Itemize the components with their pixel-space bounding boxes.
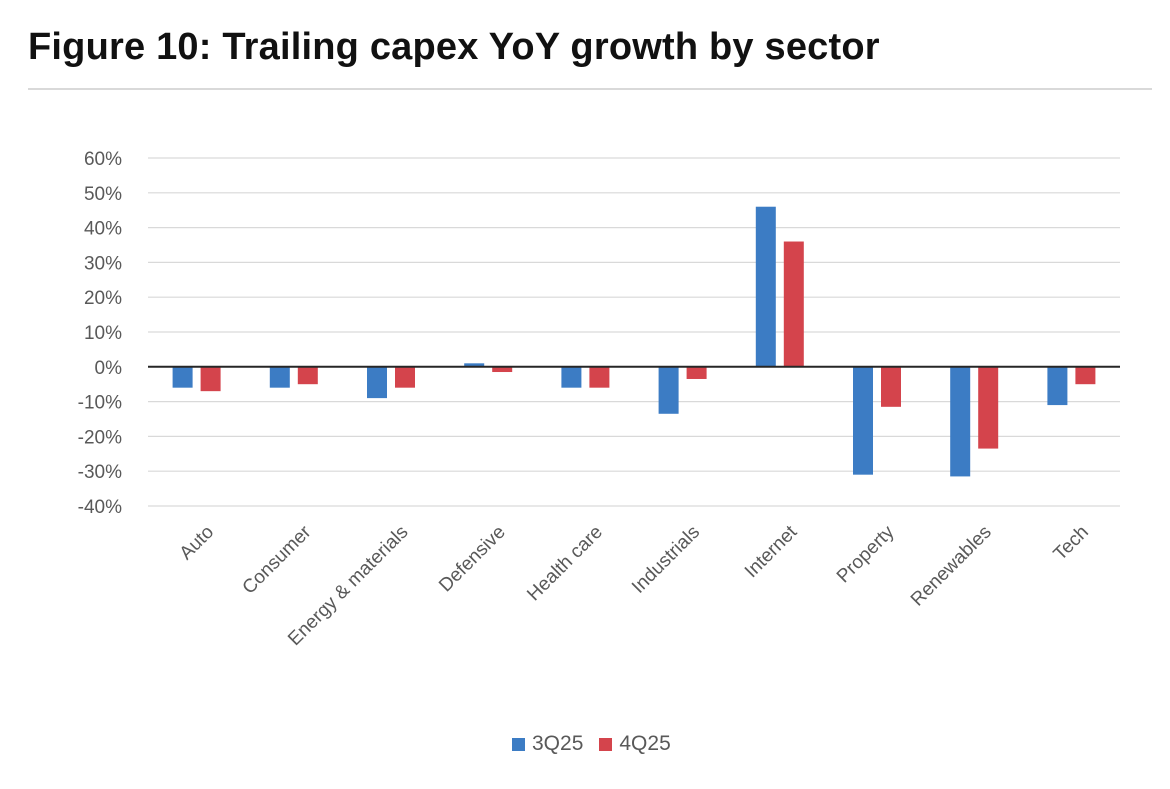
bar-3q25-tech[interactable]: [1047, 366, 1068, 406]
legend-item-4q25[interactable]: 4Q25: [599, 732, 671, 756]
legend-swatch-4q25: [599, 737, 613, 751]
bar-4q25-consumer[interactable]: [297, 366, 318, 385]
y-tick-label: -40%: [78, 497, 122, 518]
y-tick-label: 60%: [84, 149, 122, 170]
legend-swatch-3q25: [512, 737, 525, 751]
x-tick-label: Renewables: [907, 522, 996, 611]
y-tick-label: -10%: [78, 393, 122, 414]
legend-label-3q25: 3Q25: [532, 732, 584, 755]
bar-3q25-industrials[interactable]: [658, 366, 679, 414]
legend: 3Q25 4Q25: [512, 732, 687, 756]
y-tick-label: 40%: [84, 219, 122, 240]
y-tick-label: 10%: [84, 323, 122, 344]
bar-3q25-auto[interactable]: [172, 366, 193, 388]
bar-3q25-renewables[interactable]: [950, 366, 971, 477]
gridlines: [148, 157, 1120, 507]
x-tick-label: Industrials: [628, 522, 704, 598]
x-tick-label: Health care: [523, 522, 607, 606]
bar-4q25-health-care[interactable]: [589, 366, 610, 388]
bar-3q25-health-care[interactable]: [561, 366, 582, 388]
figure-title: Figure 10: Trailing capex YoY growth by …: [28, 26, 880, 68]
bar-4q25-tech[interactable]: [1075, 366, 1096, 385]
bar-3q25-consumer[interactable]: [269, 366, 290, 388]
y-tick-label: 50%: [84, 184, 122, 205]
bar-4q25-property[interactable]: [881, 366, 901, 407]
bar-3q25-property[interactable]: [853, 366, 873, 475]
bar-3q25-defensive[interactable]: [464, 363, 485, 367]
x-tick-label: Auto: [176, 522, 218, 564]
bars: [172, 206, 1096, 477]
legend-item-3q25[interactable]: 3Q25: [512, 732, 583, 756]
x-tick-label: Internet: [741, 521, 802, 582]
bar-4q25-auto[interactable]: [200, 366, 221, 392]
bar-4q25-energy-materials[interactable]: [395, 366, 415, 388]
y-tick-label: 20%: [84, 288, 122, 309]
y-axis-ticks: 60% 50% 40% 30% 20% 10% 0% -10% -20% -30% -40%: [78, 149, 122, 518]
y-tick-label: -20%: [78, 427, 122, 448]
x-tick-label: Consumer: [239, 521, 316, 598]
bar-4q25-industrials[interactable]: [686, 366, 707, 379]
bar-chart: 60% 50% 40% 30% 20% 10% 0% -10% -20% -30% -40% Aut…: [78, 149, 1120, 650]
bar-3q25-internet[interactable]: [755, 206, 776, 367]
y-tick-label: -30%: [78, 462, 122, 483]
x-tick-label: Tech: [1050, 522, 1093, 565]
legend-label-4q25: 4Q25: [619, 732, 671, 755]
title-divider: [28, 88, 1152, 90]
x-tick-label: Defensive: [435, 522, 510, 597]
y-tick-label: 0%: [95, 358, 123, 379]
bar-3q25-energy-materials[interactable]: [367, 366, 387, 399]
y-tick-label: 30%: [84, 253, 122, 274]
x-tick-label: Property: [833, 521, 899, 587]
bar-4q25-defensive[interactable]: [492, 366, 513, 373]
bar-4q25-renewables[interactable]: [978, 366, 999, 449]
bar-4q25-internet[interactable]: [783, 241, 804, 367]
